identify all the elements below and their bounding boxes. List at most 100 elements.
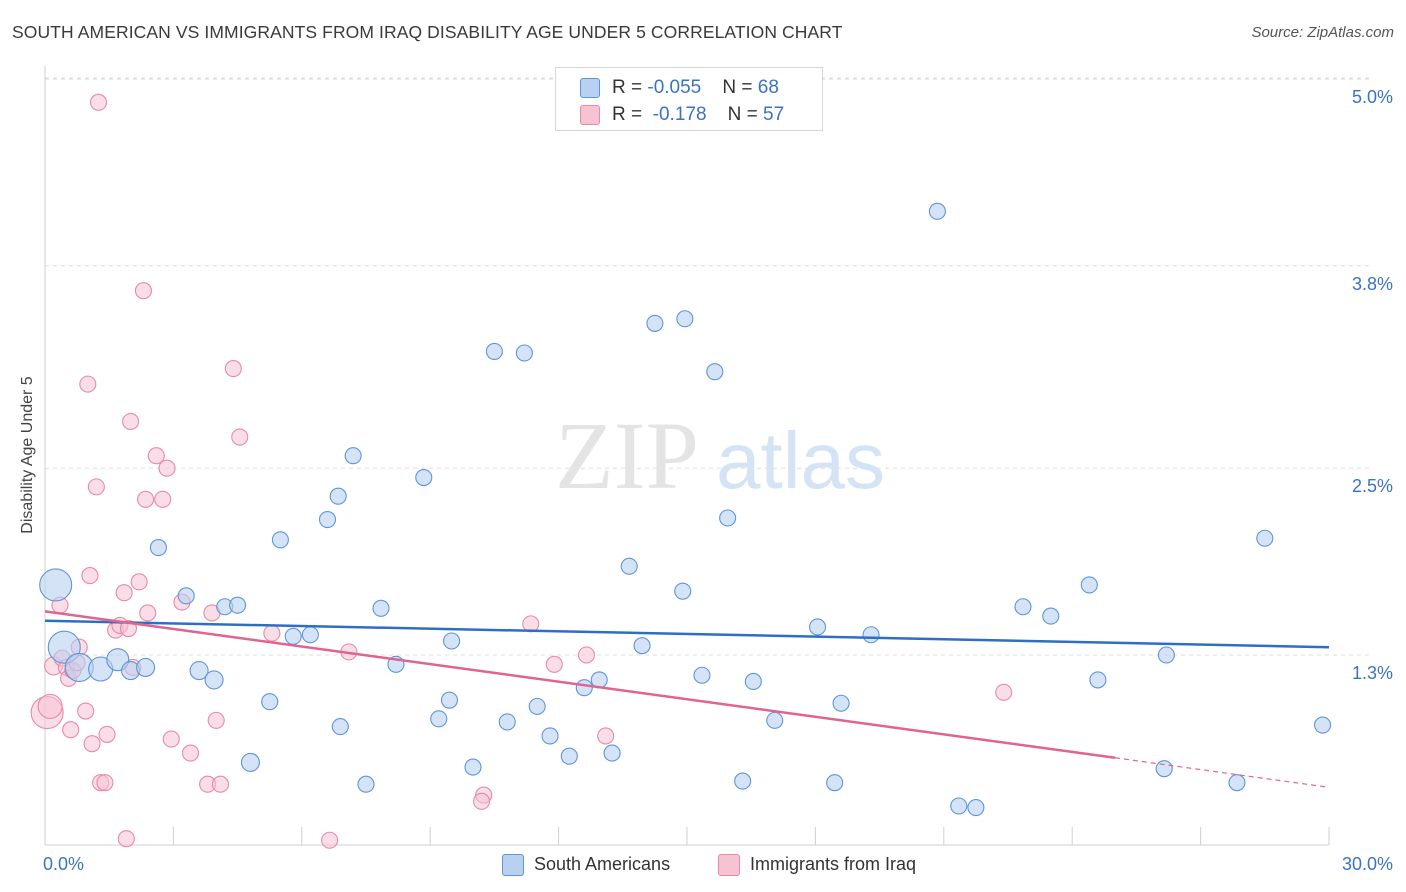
data-point-south-american — [415, 468, 433, 487]
data-point-south-american — [528, 697, 546, 715]
data-point-south-american — [706, 363, 724, 381]
data-point-south-american — [646, 314, 664, 332]
legend-label: South Americans — [534, 854, 671, 874]
data-point-iraq — [162, 730, 180, 748]
data-point-iraq — [995, 683, 1013, 701]
data-point-south-american — [575, 679, 593, 697]
data-point-iraq — [37, 693, 63, 719]
data-point-iraq — [122, 412, 140, 431]
data-point-iraq — [207, 711, 225, 729]
data-point-south-american — [1314, 716, 1332, 734]
y-tick-label: 5.0% — [1352, 87, 1393, 107]
data-point-south-american — [603, 744, 621, 762]
legend-row-south-americans: R = -0.055 N = 68 — [556, 74, 822, 100]
data-point-south-american — [430, 710, 448, 728]
watermark: ZIP atlas — [555, 402, 885, 509]
data-point-south-american — [862, 626, 880, 644]
data-point-south-american — [443, 632, 461, 650]
data-point-iraq — [115, 584, 133, 602]
data-point-south-american — [832, 694, 850, 712]
data-point-south-american — [515, 344, 533, 362]
data-point-south-american — [318, 511, 337, 529]
data-point-south-american — [734, 772, 752, 790]
y-tick-label: 3.8% — [1352, 274, 1393, 294]
data-point-iraq — [98, 725, 116, 743]
data-point-south-american — [229, 596, 247, 614]
data-point-south-american — [485, 342, 503, 360]
x-tick-label: 30.0% — [1342, 854, 1393, 874]
blue-points — [39, 202, 1332, 817]
trend-line-iraq-extrapolated — [1114, 757, 1330, 788]
legend-label: Immigrants from Iraq — [750, 854, 917, 874]
data-point-south-american — [560, 747, 578, 765]
tick-labels: 1.3% 2.5% 3.8% 5.0% 0.0% 30.0% — [43, 87, 1393, 874]
data-point-south-american — [284, 627, 302, 645]
data-point-iraq — [139, 604, 157, 622]
data-point-south-american — [261, 693, 279, 711]
data-point-south-american — [1089, 671, 1107, 689]
data-point-south-american — [1256, 529, 1274, 547]
data-point-south-american — [464, 758, 482, 776]
data-point-south-american — [950, 797, 968, 815]
data-point-south-american — [301, 626, 319, 644]
data-point-iraq — [77, 702, 95, 720]
data-point-iraq — [117, 830, 135, 848]
data-point-south-american — [744, 672, 762, 691]
series-legend: South Americans Immigrants from Iraq — [0, 852, 1406, 878]
trend-lines — [44, 610, 1330, 788]
data-point-south-american — [149, 539, 167, 557]
data-point-iraq — [137, 490, 155, 508]
n-value: 68 — [757, 77, 779, 98]
legend-swatch-pink — [718, 854, 740, 876]
legend-text: R = -0.055 N = 68 — [612, 77, 779, 98]
x-tick-label: 0.0% — [43, 854, 84, 874]
data-point-south-american — [204, 670, 224, 690]
grid-lines — [45, 77, 1369, 656]
data-point-iraq — [263, 624, 281, 642]
data-point-iraq — [321, 831, 339, 849]
data-point-iraq — [81, 567, 99, 585]
data-point-iraq — [154, 490, 172, 508]
data-point-iraq — [473, 792, 491, 810]
data-point-south-american — [1228, 774, 1246, 792]
data-point-south-american — [136, 657, 156, 678]
data-point-south-american — [1155, 760, 1173, 778]
data-point-iraq — [96, 774, 114, 792]
data-point-south-american — [676, 310, 694, 328]
legend-swatch-blue — [502, 854, 524, 876]
data-point-iraq — [147, 447, 165, 465]
data-point-south-american — [372, 599, 390, 617]
source-label: Source: ZipAtlas.com — [1251, 24, 1394, 41]
legend-swatch-pink — [580, 105, 600, 125]
data-point-south-american — [39, 568, 73, 602]
data-point-south-american — [693, 666, 711, 684]
data-point-south-american — [541, 727, 559, 745]
data-point-south-american — [826, 774, 844, 792]
legend-swatch-blue — [580, 78, 600, 98]
data-point-iraq — [577, 646, 595, 664]
data-point-south-american — [331, 718, 349, 736]
data-point-south-american — [967, 799, 985, 817]
data-point-iraq — [545, 655, 563, 673]
data-point-iraq — [211, 775, 230, 793]
data-point-iraq — [62, 721, 80, 739]
data-point-south-american — [440, 691, 459, 709]
data-point-south-american — [329, 487, 347, 505]
data-point-south-american — [271, 531, 289, 549]
data-point-south-american — [357, 775, 375, 793]
data-point-iraq — [89, 93, 108, 111]
data-point-south-american — [808, 618, 827, 636]
legend-text: R = -0.178 N = 57 — [612, 104, 785, 125]
trend-line-iraq — [44, 610, 1116, 759]
data-point-iraq — [83, 735, 101, 753]
data-point-iraq — [130, 573, 148, 591]
r-value: -0.178 — [647, 104, 707, 125]
data-point-iraq — [231, 428, 249, 446]
data-point-iraq — [134, 282, 152, 300]
chart-title: SOUTH AMERICAN VS IMMIGRANTS FROM IRAQ D… — [12, 22, 843, 42]
data-point-south-american — [674, 582, 692, 600]
data-point-south-american — [620, 557, 638, 575]
data-point-iraq — [597, 727, 615, 745]
data-point-iraq — [224, 360, 242, 378]
data-point-south-american — [1157, 646, 1175, 664]
